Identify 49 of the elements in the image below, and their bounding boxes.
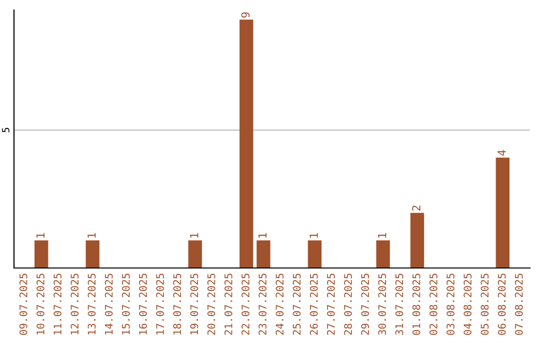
x-tick-label: 29.07.2025 (361, 274, 370, 335)
x-tick-label: 07.08.2025 (514, 274, 523, 335)
x-tick-label: 28.07.2025 (344, 274, 352, 335)
bar (34, 240, 48, 268)
data-label: 1 (88, 233, 96, 238)
x-tick-label: 21.07.2025 (224, 274, 232, 335)
x-tick-label: 30.07.2025 (378, 274, 386, 335)
data-label: 9 (241, 12, 250, 18)
x-tick-label: 25.07.2025 (292, 274, 301, 335)
x-tick-label: 02.08.2025 (429, 274, 438, 335)
y-tick-label: 5 (2, 128, 10, 132)
bar (496, 158, 510, 268)
x-tick-label: 18.07.2025 (173, 274, 182, 334)
bar (410, 212, 424, 268)
x-tick-label: 03.08.2025 (446, 274, 454, 335)
x-tick-label: 01.08.2025 (412, 274, 420, 335)
bar (86, 240, 100, 268)
bar (376, 240, 390, 268)
data-label: 1 (190, 233, 198, 238)
x-tick-label: 16.07.2025 (139, 274, 147, 334)
x-tick-label: 10.07.2025 (36, 274, 44, 334)
x-tick-label: 23.07.2025 (258, 274, 267, 335)
x-tick-label: 09.07.2025 (19, 274, 28, 335)
x-tick-label: 27.07.2025 (326, 274, 335, 335)
data-label: 1 (378, 233, 386, 238)
bar (256, 240, 270, 268)
data-label: 4 (498, 150, 506, 156)
data-label: 1 (310, 233, 318, 238)
x-tick-label: 06.08.2025 (498, 274, 506, 335)
x-tick-label: 13.07.2025 (88, 274, 96, 334)
x-tick-label: 31.07.2025 (395, 274, 404, 335)
x-tick-label: 15.07.2025 (122, 274, 130, 334)
data-label: 2 (412, 206, 420, 211)
data-label: 1 (36, 233, 44, 238)
x-tick-label: 05.08.2025 (480, 274, 489, 335)
x-tick-label: 22.07.2025 (242, 274, 250, 335)
x-tick-label: 04.08.2025 (464, 274, 472, 335)
bar (188, 240, 202, 268)
x-tick-label: 12.07.2025 (70, 274, 79, 334)
bar (240, 20, 254, 268)
x-tick-label: 14.07.2025 (104, 274, 113, 334)
bar (308, 240, 322, 268)
x-tick-label: 26.07.2025 (310, 274, 318, 335)
x-tick-label: 24.07.2025 (276, 274, 284, 335)
x-tick-label: 11.07.2025 (54, 274, 62, 334)
data-label: 1 (258, 233, 267, 238)
x-tick-label: 19.07.2025 (190, 274, 198, 334)
x-tick-label: 20.07.2025 (207, 274, 216, 335)
x-tick-label: 17.07.2025 (156, 274, 164, 334)
